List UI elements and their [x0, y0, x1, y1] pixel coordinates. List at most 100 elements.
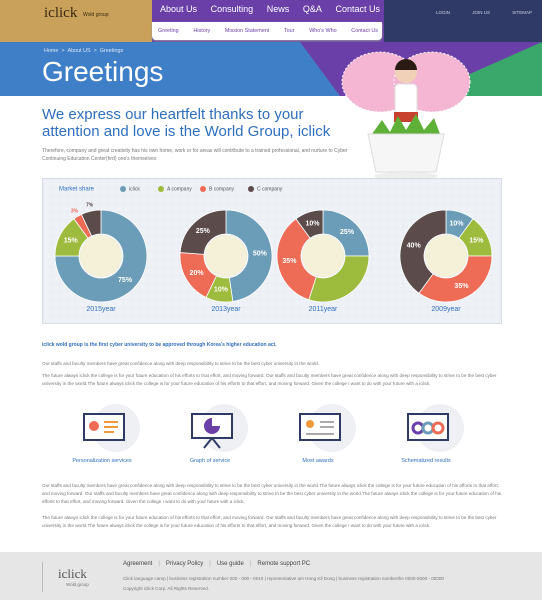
subnav-item[interactable]: Greeting	[158, 28, 179, 34]
footer	[0, 552, 542, 600]
feature-icon	[407, 404, 464, 452]
paragraph: The future always iclick the college is …	[42, 373, 497, 386]
feature-label: Personalization services	[72, 458, 132, 464]
breadcrumb-item[interactable]: Home	[44, 48, 59, 54]
chart-title: Market share	[59, 187, 95, 193]
value-label: 10%	[449, 221, 464, 228]
subnav-item[interactable]: History	[193, 28, 211, 34]
value-label: 75%	[118, 277, 133, 284]
nav-item[interactable]: About Us	[160, 4, 198, 14]
feature-label: Most awards	[302, 458, 334, 464]
feature-label: Graph of service	[189, 458, 231, 464]
separator: >	[61, 48, 65, 54]
paragraph: Our staffs and faculty members have grea…	[42, 361, 320, 366]
nav-item[interactable]: Contact Us	[335, 4, 380, 14]
value-label: 10%	[305, 221, 320, 228]
utility: LOGIN JOIN US SITEMAP	[436, 10, 532, 15]
legend-swatch	[120, 186, 126, 192]
donut-segment	[308, 255, 370, 303]
legend-label: iclick	[129, 186, 140, 192]
utility-link[interactable]: JOIN US	[472, 10, 490, 15]
legend-swatch	[200, 186, 206, 192]
intro-text: Therefore, company and great creativity …	[42, 148, 348, 162]
value-label: 7%	[86, 203, 94, 209]
donut-hole	[425, 235, 467, 277]
subnav: Greeting History Mission Statement Tour Who'…	[158, 28, 378, 34]
donut-segment	[418, 255, 493, 303]
illustration	[341, 51, 471, 180]
value-label: 20%	[190, 270, 205, 277]
intro-heading: We express our heartfelt thanks to your …	[42, 106, 331, 140]
donut-segment	[276, 218, 317, 301]
feature[interactable]: Schematized results	[376, 400, 476, 472]
divider	[42, 562, 43, 592]
value-label: 35%	[282, 258, 297, 265]
donut-hole	[205, 235, 247, 277]
footer-link[interactable]: Privacy Policy	[165, 561, 204, 567]
nav-item[interactable]: News	[266, 4, 290, 14]
value-label: 15%	[64, 237, 79, 244]
breadcrumb-item[interactable]: About US	[67, 48, 91, 54]
nav-item[interactable]: Consulting	[210, 4, 254, 14]
donut-segment	[295, 209, 324, 239]
nav: About Us Consulting News Q&A Contact Us	[160, 4, 380, 18]
utility-link[interactable]: LOGIN	[436, 10, 451, 15]
donut-segment	[54, 209, 148, 303]
donut-segment	[399, 209, 447, 294]
feature-icon	[299, 404, 356, 452]
value-label: 35%	[454, 283, 469, 290]
logo-bar	[0, 0, 152, 42]
subnav-item[interactable]: Tour	[283, 28, 295, 34]
donut-segment	[80, 209, 102, 237]
footer-link[interactable]: Use guide	[216, 561, 244, 567]
legend-swatch	[248, 186, 254, 192]
donut-hole	[302, 235, 344, 277]
subnav-item[interactable]: Contact Us	[351, 28, 378, 34]
value-label: 40%	[407, 242, 422, 249]
logo-sub: Wold group	[83, 12, 109, 18]
paragraph: Our staffs and faculty members have grea…	[42, 483, 502, 504]
separator: |	[158, 561, 160, 567]
hero-title: Greetings	[42, 56, 164, 87]
address: Click language camp | business registrat…	[123, 576, 444, 581]
utility-bar	[384, 0, 542, 42]
separator: |	[209, 561, 211, 567]
footer-links: Agreement | Privacy Policy | Use guide | Remot…	[123, 561, 310, 567]
footer-logo-sub: Wold group	[66, 582, 89, 587]
nav-item[interactable]: Q&A	[302, 4, 322, 14]
highlight: iclick wold group is the first cyber uni…	[42, 342, 277, 348]
feature[interactable]: Personalization services	[52, 400, 152, 472]
feature-icon	[83, 404, 140, 452]
paragraph: The future always iclick the college is …	[42, 515, 497, 528]
footer-logo: iclick	[58, 566, 87, 581]
breadcrumb-item[interactable]: Greetings	[99, 48, 124, 54]
logo[interactable]: iclick	[44, 5, 78, 21]
value-label: 25%	[196, 228, 211, 235]
legend-swatch	[158, 186, 164, 192]
donut-hole	[80, 235, 122, 277]
subnav-item[interactable]: Who's Who	[309, 28, 337, 34]
legend-label: A company	[167, 186, 192, 192]
legend-label: B company	[209, 186, 235, 192]
donut-segment	[179, 209, 227, 255]
chart: Market share iclick A company B company C c…	[42, 178, 502, 324]
feature-icon	[191, 404, 248, 452]
feature[interactable]: Graph of service	[160, 400, 260, 472]
value-label: 10%	[214, 286, 229, 293]
subnav-box	[152, 22, 382, 40]
legend-label: C company	[257, 186, 283, 192]
subnav-item[interactable]: Mission Statement	[224, 28, 270, 34]
separator: >	[93, 48, 97, 54]
breadcrumb: Home > About US > Greetings	[44, 48, 123, 54]
features: Personalization services Graph of service…	[42, 400, 502, 472]
x-tick-label: 2013year	[211, 306, 241, 313]
donut-segment	[225, 209, 273, 302]
x-tick-label: 2015year	[86, 306, 116, 313]
footer-link[interactable]: Agreement	[123, 561, 153, 567]
footer-link[interactable]: Remote support PC	[257, 561, 311, 567]
feature[interactable]: Most awards	[268, 400, 368, 472]
copyright: Copyright iclick Corp. All Rights Reserv…	[123, 586, 210, 591]
feature-label: Schematized results	[401, 458, 451, 464]
utility-link[interactable]: SITEMAP	[512, 10, 532, 15]
